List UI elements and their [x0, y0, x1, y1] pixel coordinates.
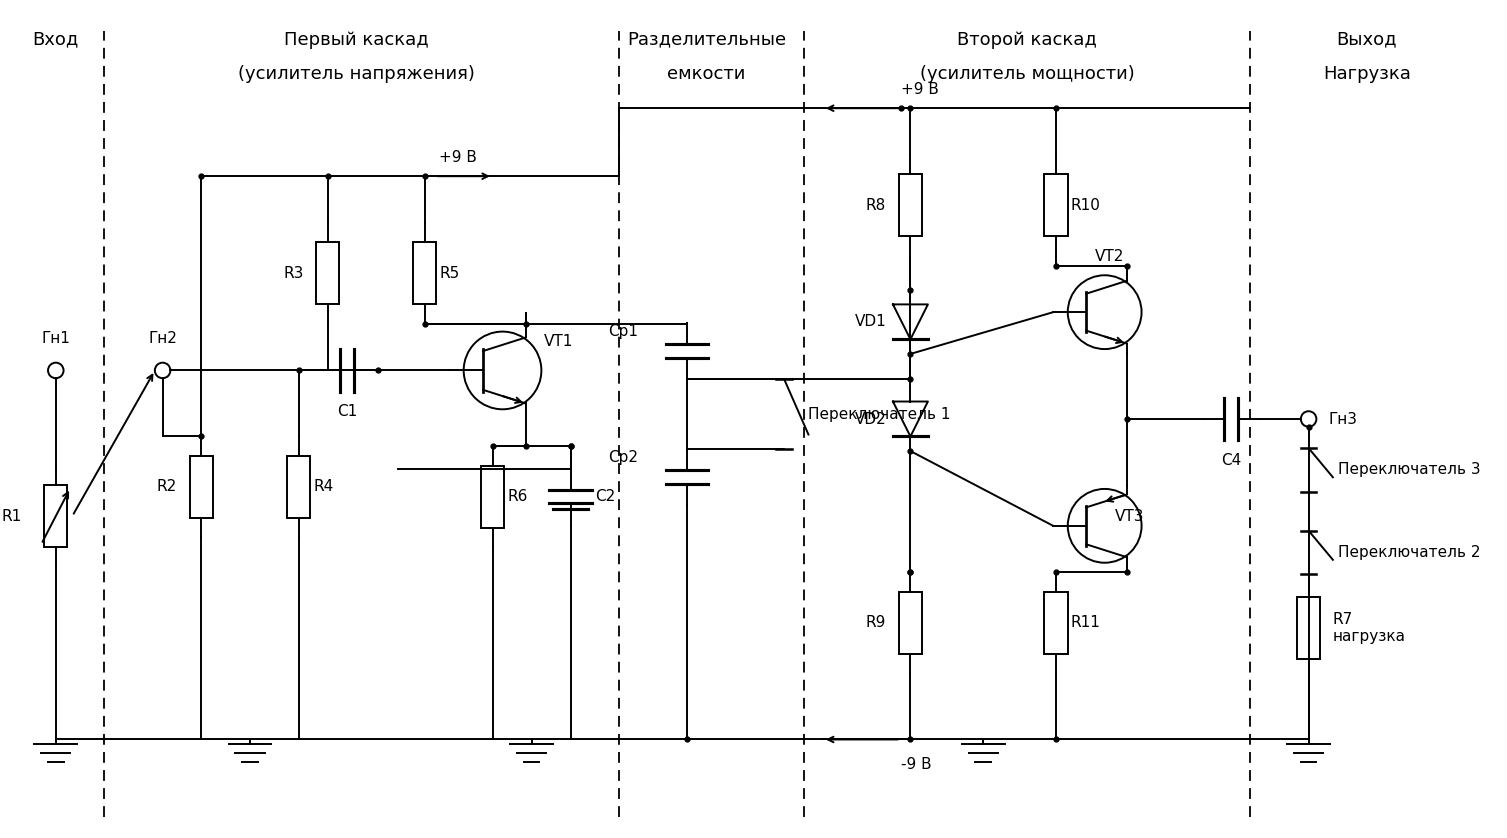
Text: Нагрузка: Нагрузка — [1323, 65, 1411, 82]
Bar — [286, 456, 310, 518]
Text: (усилитель напряжения): (усилитель напряжения) — [238, 65, 475, 82]
Text: Первый каскад: Первый каскад — [285, 30, 429, 49]
Text: R3: R3 — [283, 266, 303, 281]
Bar — [44, 485, 68, 547]
Bar — [1044, 174, 1068, 236]
Text: R8: R8 — [867, 198, 886, 213]
Text: R2: R2 — [157, 479, 178, 494]
Text: C1: C1 — [338, 405, 357, 420]
Text: Переключатель 1: Переключатель 1 — [808, 406, 951, 422]
Text: Выход: Выход — [1337, 30, 1397, 49]
Bar — [190, 456, 212, 518]
Text: Переключатель 2: Переключатель 2 — [1338, 545, 1480, 560]
Text: Вход: Вход — [33, 30, 78, 49]
Bar — [1044, 592, 1068, 654]
Bar — [898, 592, 922, 654]
Text: VD1: VD1 — [854, 314, 886, 329]
Text: Ср2: Ср2 — [609, 450, 639, 465]
Text: -9 В: -9 В — [901, 757, 931, 772]
Text: R6: R6 — [508, 489, 527, 504]
Bar — [316, 242, 339, 304]
Text: Ср1: Ср1 — [609, 324, 639, 339]
Bar — [481, 466, 505, 528]
Text: емкости: емкости — [668, 65, 746, 82]
Text: +9 В: +9 В — [901, 81, 939, 96]
Text: Разделительные: Разделительные — [627, 30, 787, 49]
Text: (усилитель мощности): (усилитель мощности) — [919, 65, 1135, 82]
Text: R5: R5 — [440, 266, 460, 281]
Text: R1: R1 — [2, 509, 21, 524]
Text: R9: R9 — [867, 615, 886, 630]
Text: Переключатель 3: Переключатель 3 — [1338, 463, 1480, 478]
Bar — [1298, 597, 1320, 659]
Text: Гн2: Гн2 — [148, 331, 176, 346]
Text: VT2: VT2 — [1094, 249, 1124, 264]
Text: Гн3: Гн3 — [1328, 411, 1356, 427]
Bar — [898, 174, 922, 236]
Text: C2: C2 — [595, 489, 615, 504]
Text: Второй каскад: Второй каскад — [957, 30, 1097, 49]
Text: R4: R4 — [313, 479, 333, 494]
Text: VT3: VT3 — [1114, 509, 1144, 524]
Text: Гн1: Гн1 — [41, 331, 71, 346]
Bar — [413, 242, 437, 304]
Text: R7
нагрузка: R7 нагрузка — [1332, 612, 1406, 644]
Text: R11: R11 — [1070, 615, 1100, 630]
Text: C4: C4 — [1221, 453, 1242, 468]
Text: +9 В: +9 В — [440, 149, 478, 164]
Text: VT1: VT1 — [544, 334, 574, 349]
Text: R10: R10 — [1070, 198, 1100, 213]
Text: VD2: VD2 — [854, 411, 886, 427]
